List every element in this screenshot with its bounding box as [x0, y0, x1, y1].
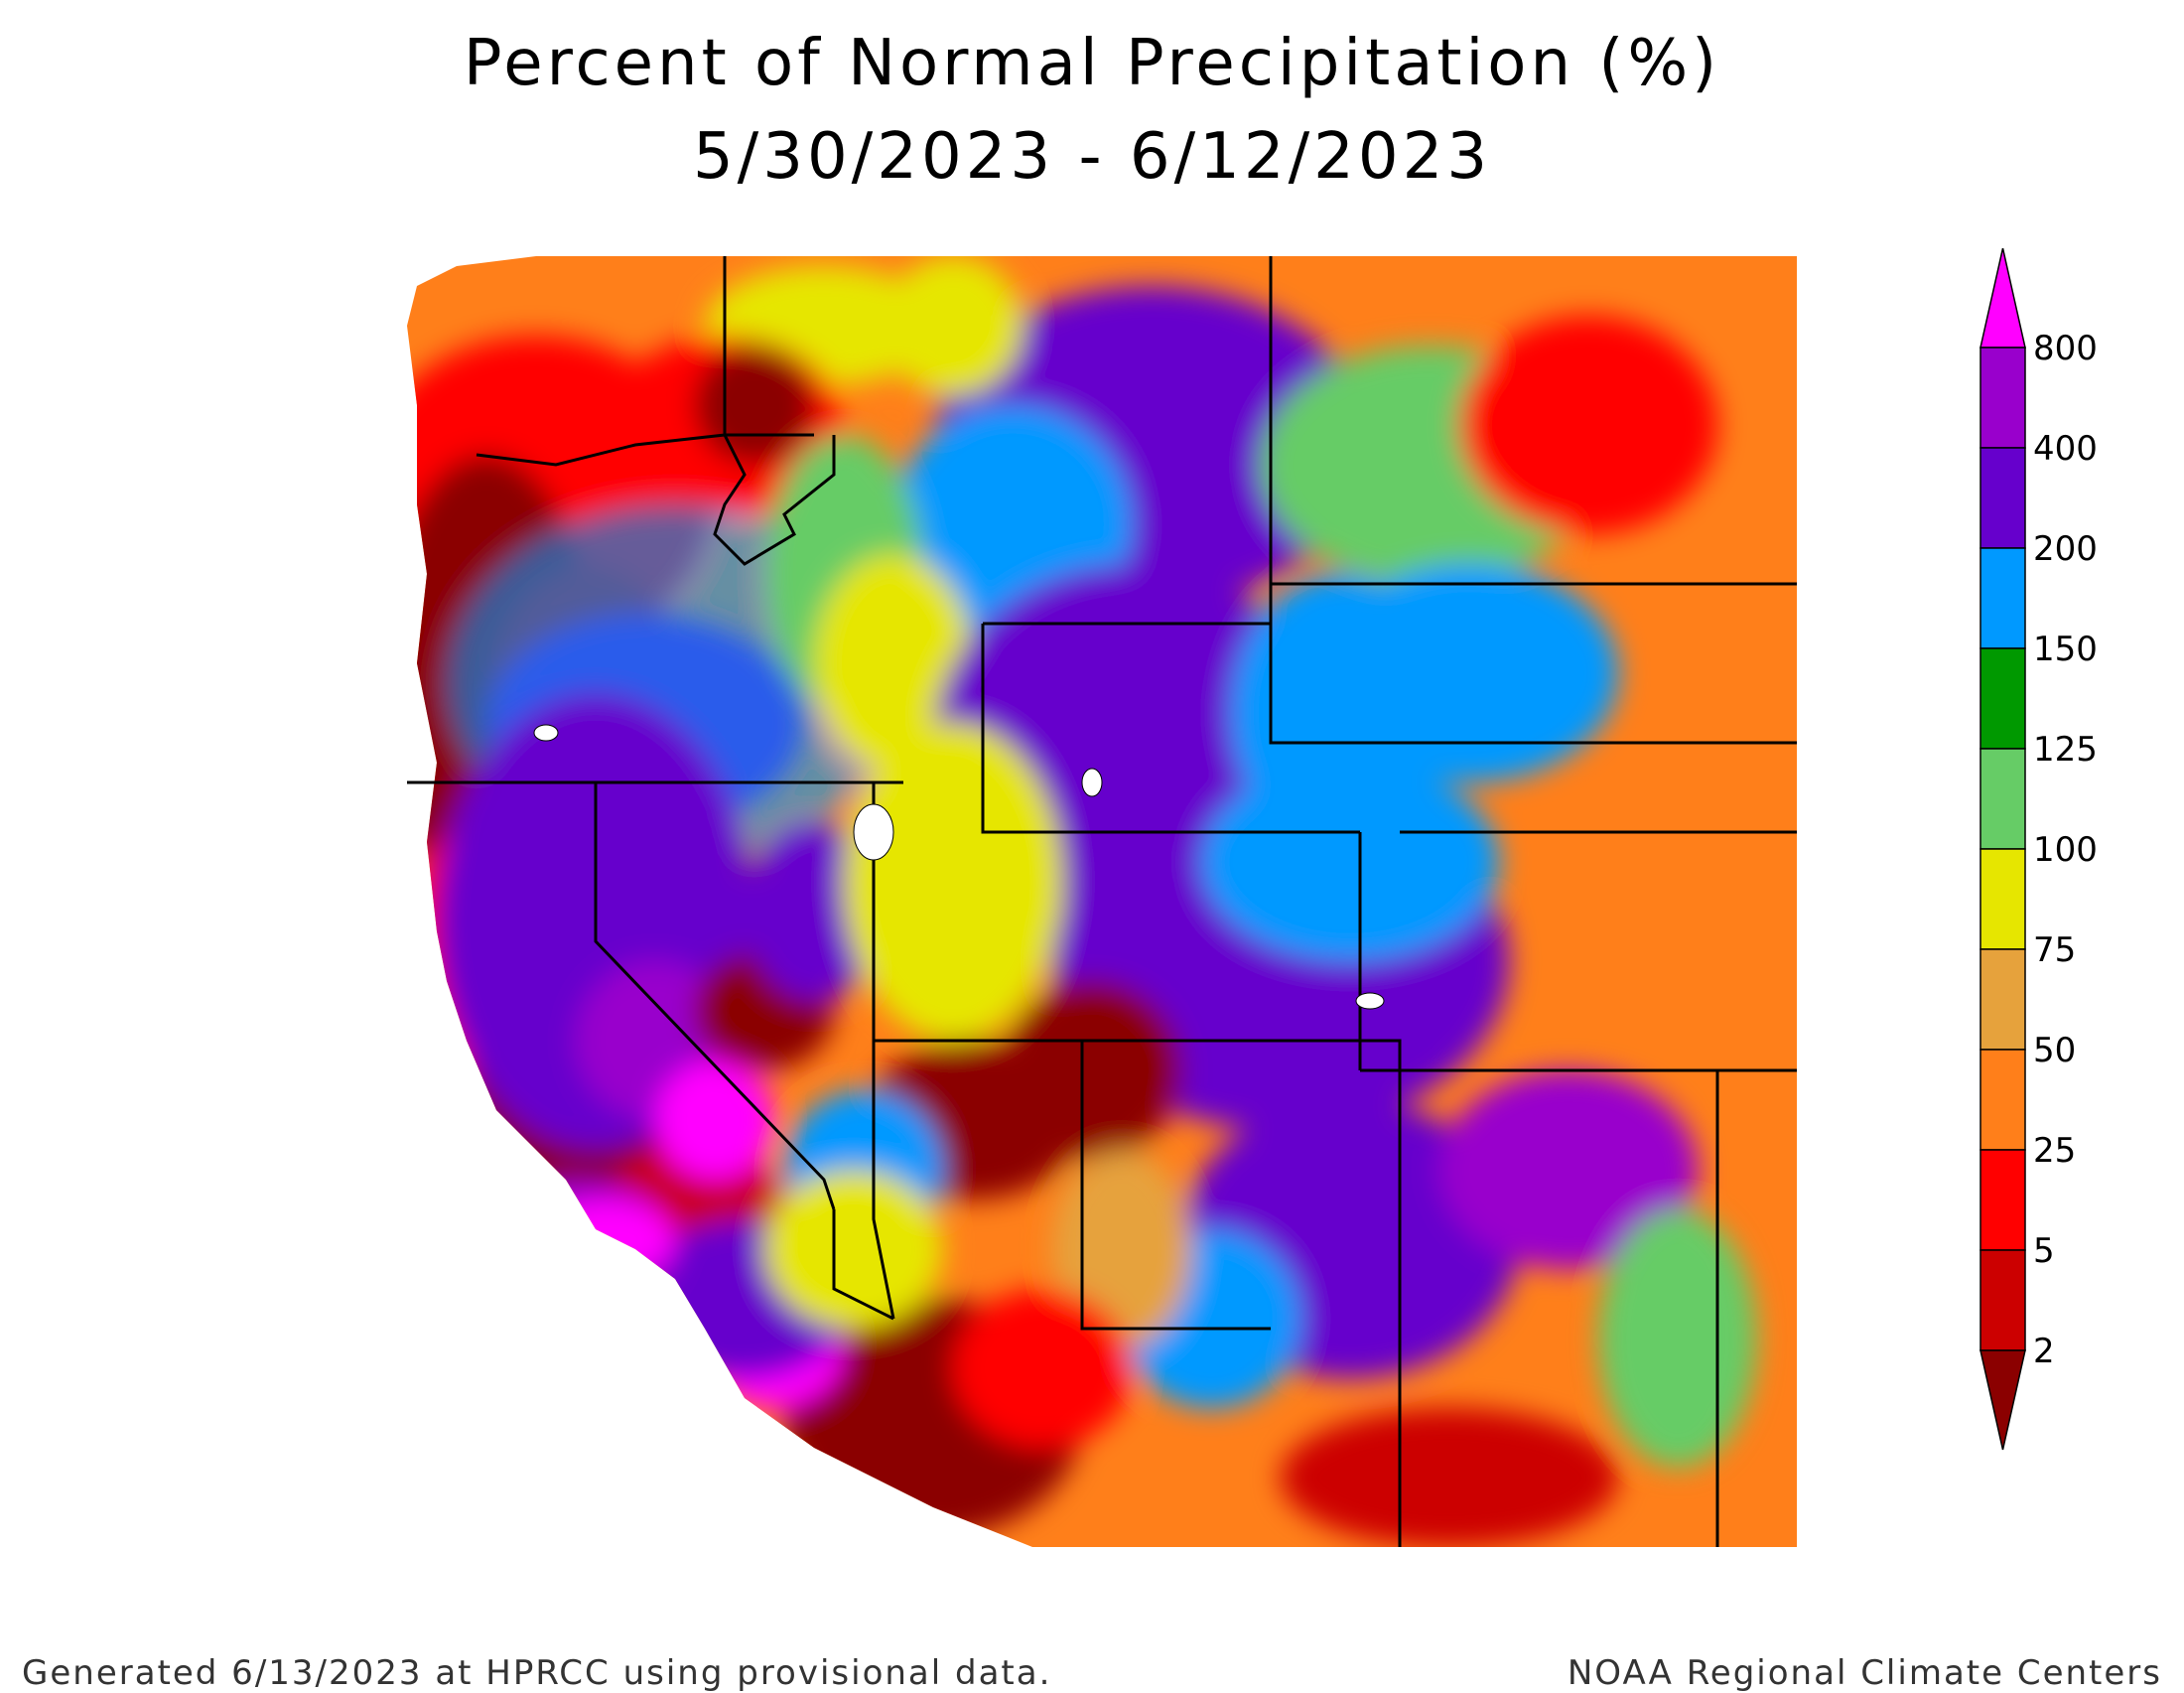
legend-labels: 800 400 200 150 125 100 75 50 25 5 2: [2033, 329, 2098, 1371]
legend-swatch: [1979, 1349, 2026, 1451]
legend-swatch: [1979, 247, 2026, 349]
legend-swatch: [1979, 447, 2026, 549]
legend-swatch: [1979, 1049, 2026, 1151]
state-boundaries: [407, 256, 1797, 1547]
lakes: [533, 724, 1385, 1010]
legend-label: 200: [2033, 529, 2098, 569]
precipitation-map: [397, 246, 1797, 1547]
precip-field: [407, 256, 1797, 1547]
legend-label: 125: [2033, 730, 2098, 770]
footer-source: NOAA Regional Climate Centers: [1567, 1653, 2162, 1693]
legend-label: 150: [2033, 630, 2098, 669]
legend-swatch: [1979, 1149, 2026, 1251]
legend-label: 400: [2033, 429, 2098, 469]
legend-svg: 800 400 200 150 125 100 75 50 25 5 2: [1979, 247, 2098, 1451]
legend-swatch: [1979, 547, 2026, 649]
legend-label: 2: [2033, 1332, 2055, 1371]
legend-swatch: [1979, 948, 2026, 1051]
map-title: Percent of Normal Precipitation (%): [463, 27, 1721, 100]
legend-swatch: [1979, 848, 2026, 950]
footer-generated: Generated 6/13/2023 at HPRCC using provi…: [22, 1653, 1052, 1693]
legend-swatch: [1979, 347, 2026, 449]
legend-label: 25: [2033, 1131, 2076, 1171]
legend-label: 5: [2033, 1231, 2055, 1271]
legend-swatch: [1979, 748, 2026, 850]
legend-label: 800: [2033, 329, 2098, 368]
legend-label: 100: [2033, 830, 2098, 870]
map-subtitle: 5/30/2023 - 6/12/2023: [692, 120, 1492, 194]
color-legend: 800 400 200 150 125 100 75 50 25 5 2: [1971, 247, 2169, 1460]
legend-swatches: [1979, 247, 2026, 1451]
legend-label: 50: [2033, 1031, 2076, 1070]
map-svg: [407, 256, 1797, 1547]
legend-label: 75: [2033, 930, 2076, 970]
legend-swatch: [1979, 1249, 2026, 1351]
legend-swatch: [1979, 647, 2026, 750]
